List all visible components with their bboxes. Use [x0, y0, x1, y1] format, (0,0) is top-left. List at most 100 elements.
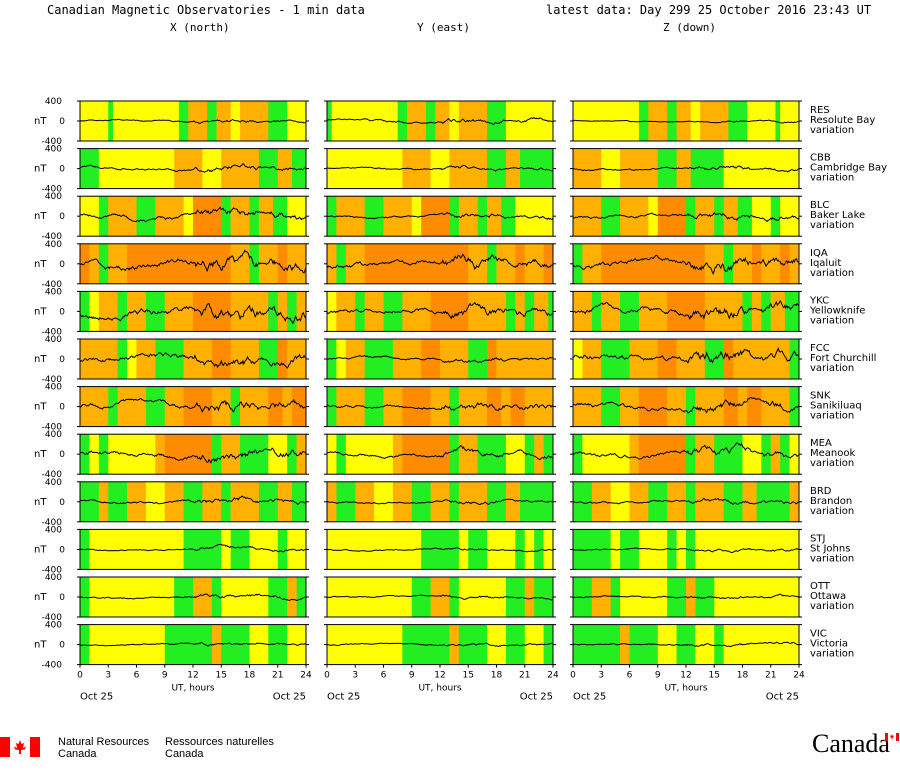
activity-band: [789, 481, 800, 522]
series-line: [326, 116, 554, 126]
activity-band: [487, 243, 497, 284]
activity-band: [501, 386, 512, 427]
y-unit-label: nT: [34, 116, 47, 127]
activity-band: [534, 577, 545, 617]
activity-band: [638, 386, 668, 427]
activity-band: [543, 577, 554, 617]
x-axis-label: UT, hours: [418, 684, 461, 694]
activity-band: [449, 481, 460, 522]
x-tick-label: 3: [352, 671, 358, 681]
y-tick-label: 400: [45, 145, 62, 155]
series-line: [79, 351, 307, 369]
activity-band: [742, 434, 762, 475]
activity-band: [751, 339, 791, 379]
series-line: [573, 347, 800, 364]
y-tick-label: -400: [42, 185, 63, 195]
activity-band: [183, 196, 194, 237]
activity-band: [407, 101, 427, 141]
activity-band: [291, 481, 307, 522]
activity-band: [327, 434, 337, 475]
activity-band: [487, 148, 507, 189]
station-name: Iqaluit: [810, 258, 841, 269]
activity-band: [573, 386, 602, 427]
latest-data-label: latest data: Day 299 25 October 2016 23:…: [546, 3, 872, 17]
series-line: [572, 165, 800, 173]
activity-band: [98, 434, 109, 475]
activity-band: [582, 434, 630, 475]
activity-band: [601, 243, 706, 284]
activity-band: [458, 196, 479, 237]
y-unit-label: nT: [34, 640, 47, 651]
station-variation-label: variation: [810, 268, 854, 279]
activity-band: [440, 339, 469, 379]
activity-band: [784, 291, 800, 332]
x-axis-label: UT, hours: [664, 684, 707, 694]
x-tick-label: 12: [187, 671, 198, 681]
activity-band: [98, 291, 119, 332]
activity-band: [449, 434, 460, 475]
activity-band: [127, 339, 137, 379]
activity-band: [411, 196, 422, 237]
activity-band: [620, 529, 640, 570]
activity-band: [524, 577, 535, 617]
activity-band: [331, 101, 399, 141]
activity-band: [505, 101, 535, 141]
series-line: [327, 401, 554, 412]
activity-band: [136, 196, 156, 237]
date-label-left: Oct 25: [80, 692, 113, 703]
activity-band: [221, 196, 232, 237]
activity-band: [183, 529, 222, 570]
activity-band: [268, 624, 288, 665]
series-line: [326, 301, 554, 320]
station-name: Resolute Bay: [810, 115, 875, 126]
activity-band: [458, 624, 488, 665]
series-line: [80, 447, 307, 465]
series-line: [573, 593, 800, 600]
activity-band: [127, 291, 147, 332]
activity-band: [751, 196, 772, 237]
x-tick-label: 18: [491, 671, 503, 681]
y-tick-label: 0: [59, 165, 65, 175]
activity-band: [230, 529, 250, 570]
activity-band: [268, 434, 288, 475]
activity-band: [548, 291, 554, 332]
activity-band: [601, 386, 621, 427]
activity-band: [364, 243, 469, 284]
activity-band: [686, 481, 696, 522]
activity-band: [667, 291, 706, 332]
activity-band: [534, 196, 553, 237]
activity-band: [291, 148, 307, 189]
activity-band: [287, 624, 307, 665]
y-tick-label: -400: [42, 565, 63, 575]
series-line: [79, 206, 307, 223]
activity-band: [543, 243, 554, 284]
y-tick-label: 0: [59, 545, 65, 555]
activity-band: [449, 101, 460, 141]
station-name: Victoria: [810, 639, 848, 650]
activity-band: [723, 386, 739, 427]
activity-band: [164, 291, 194, 332]
activity-band: [770, 434, 781, 475]
station-name: Baker Lake: [810, 210, 865, 221]
activity-band: [501, 196, 516, 237]
activity-band: [287, 577, 298, 617]
series-line: [572, 299, 800, 321]
x-tick-label: 0: [570, 671, 576, 681]
activity-band: [496, 243, 516, 284]
series-line: [326, 355, 554, 364]
activity-band: [573, 434, 583, 475]
station-name: Brandon: [810, 496, 852, 507]
y-unit-label: nT: [34, 306, 47, 317]
activity-band: [287, 101, 306, 141]
activity-band: [277, 291, 288, 332]
x-tick-label: 24: [300, 671, 312, 681]
y-tick-label: 400: [45, 335, 62, 345]
station-variation-label: variation: [810, 649, 854, 660]
y-tick-label: 400: [45, 383, 62, 393]
page-title: Canadian Magnetic Observatories - 1 min …: [47, 3, 365, 17]
activity-band: [216, 101, 232, 141]
activity-band: [638, 434, 687, 475]
x-tick-label: 15: [709, 671, 720, 681]
activity-band: [657, 196, 687, 237]
activity-band: [620, 624, 630, 665]
